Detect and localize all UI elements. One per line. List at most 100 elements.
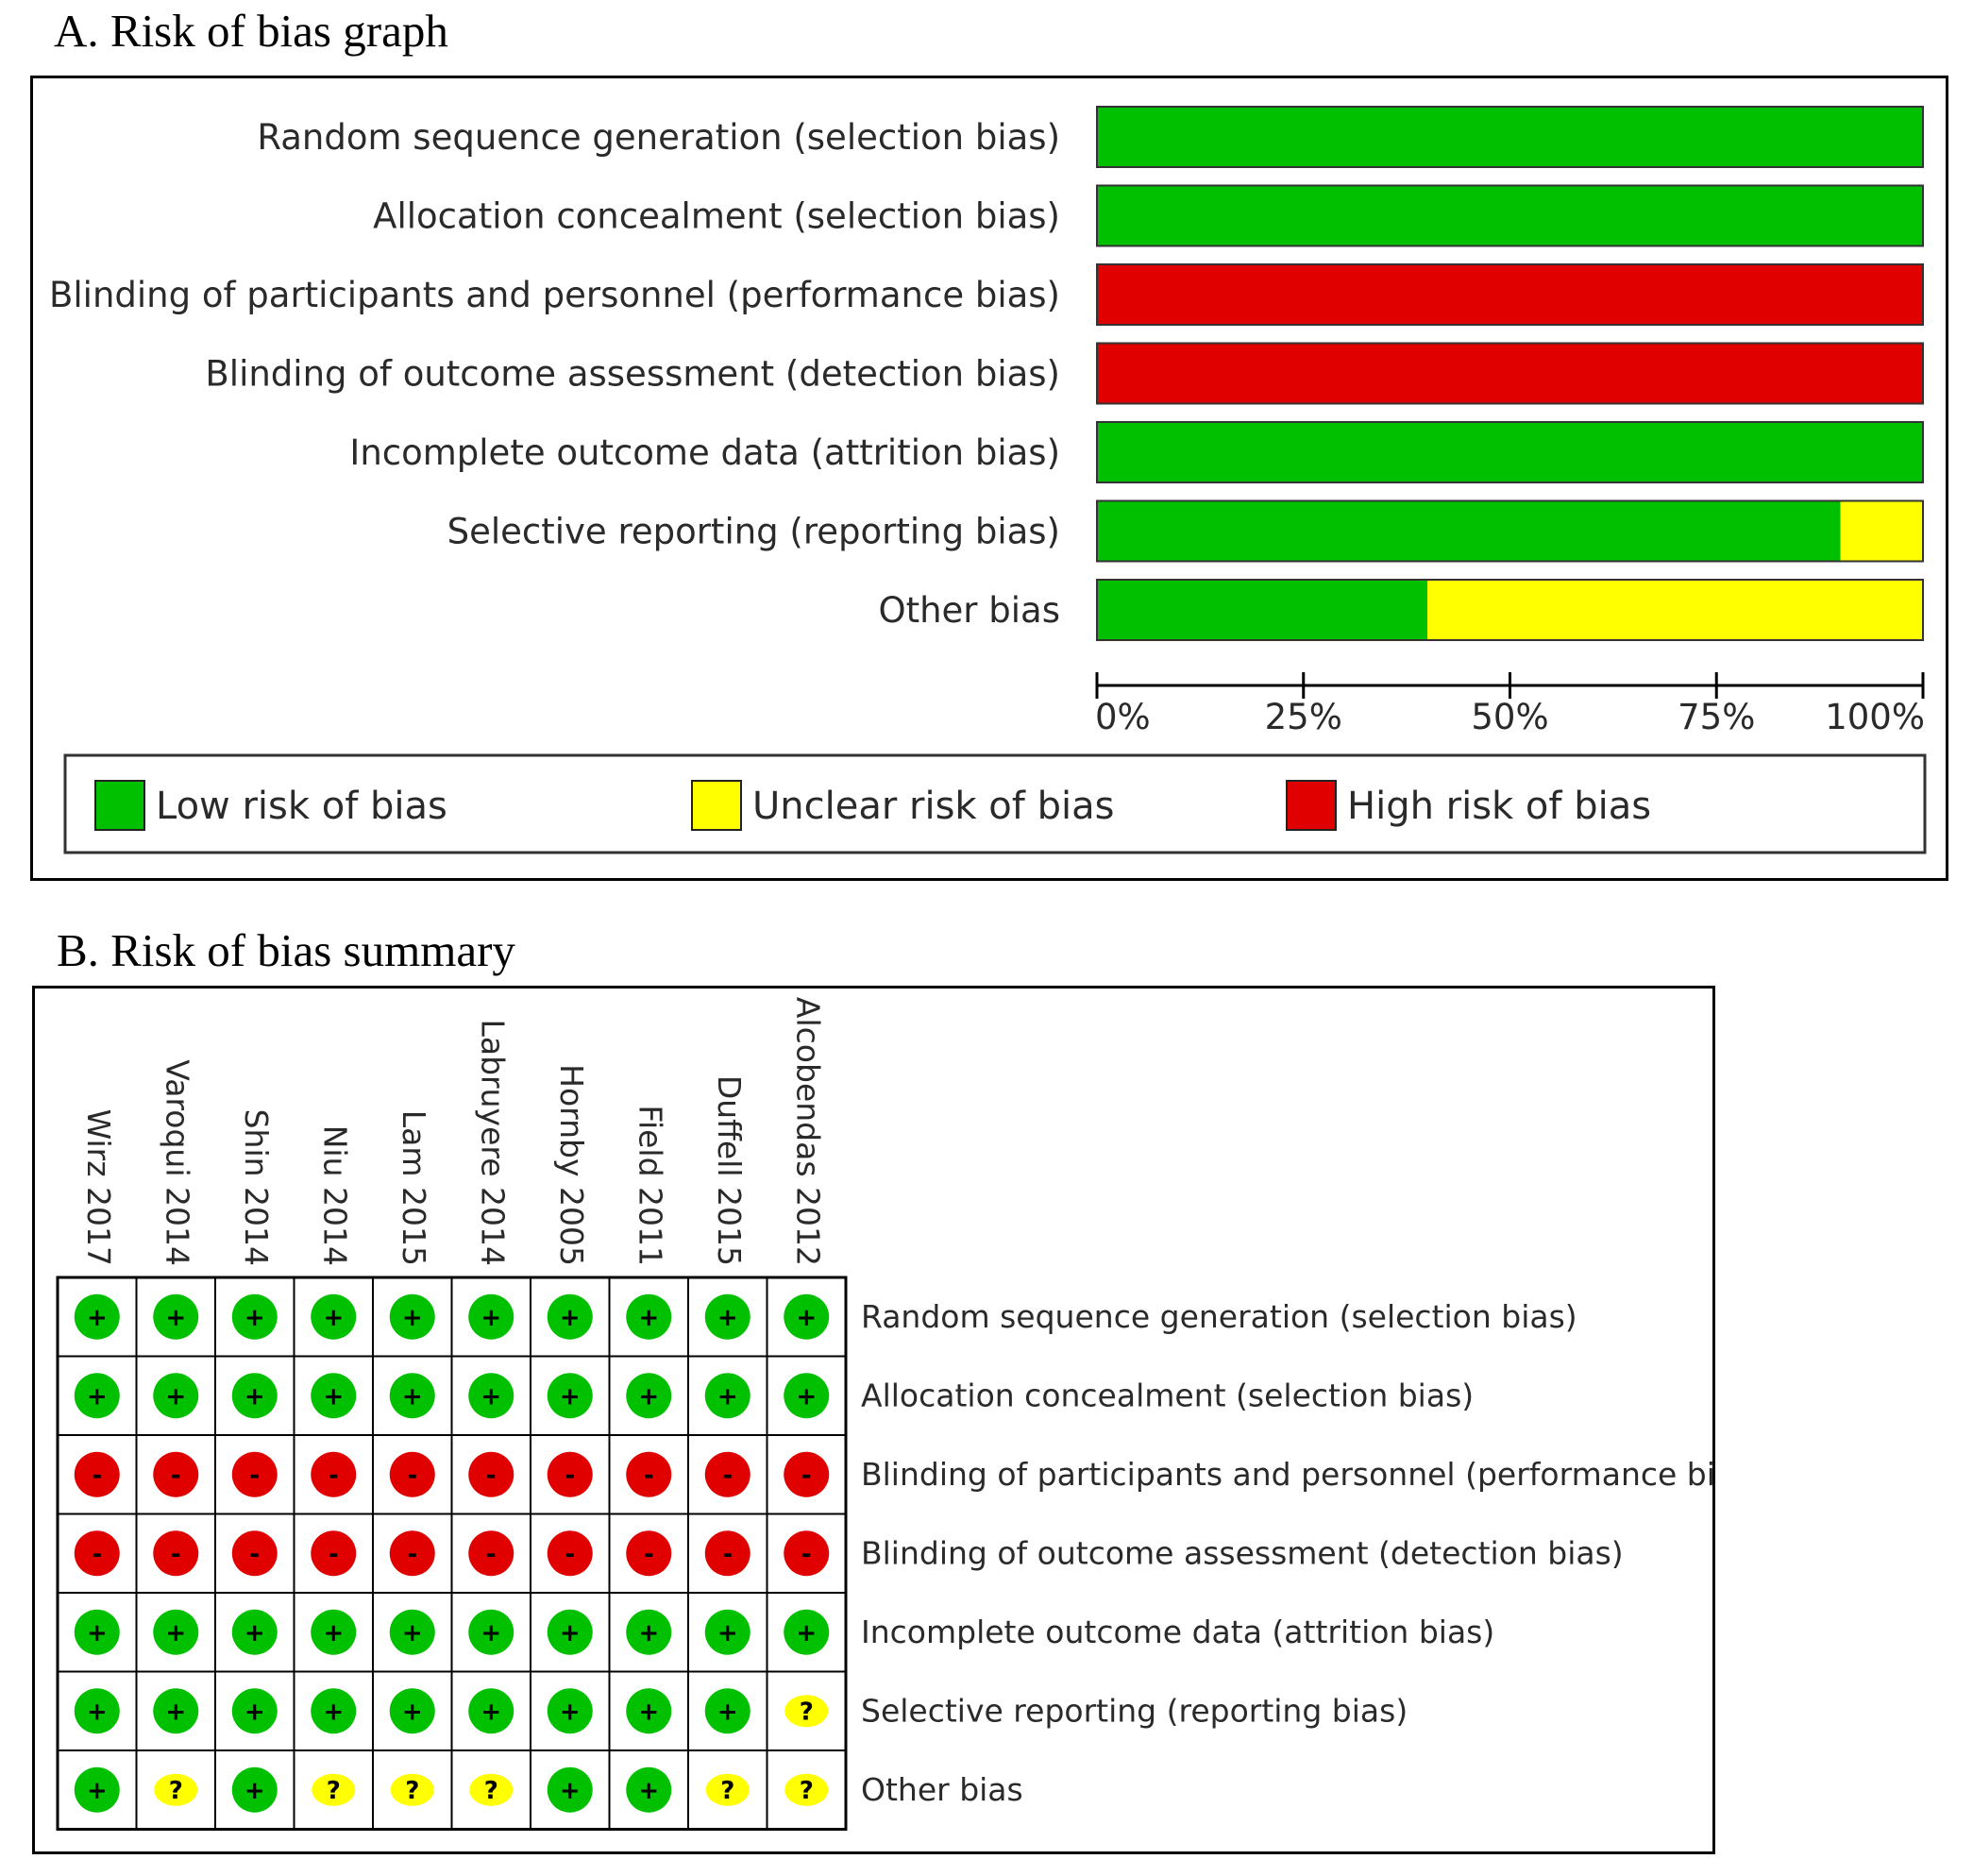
judgement-symbol: + — [560, 1382, 581, 1411]
judgement-symbol: - — [171, 1462, 181, 1490]
judgement-high-r3-c1: - — [74, 1451, 120, 1497]
judgement-unclear-r7-c9: ? — [705, 1773, 750, 1806]
judgement-mark — [153, 1530, 199, 1577]
judgement-mark — [153, 1373, 199, 1419]
panel-a-title: A. Risk of bias graph — [54, 5, 448, 57]
judgement-mark — [311, 1451, 357, 1497]
judgement-symbol: + — [481, 1382, 501, 1411]
judgement-mark — [704, 1688, 750, 1734]
judgement-mark — [389, 1373, 435, 1419]
judgement-mark — [311, 1530, 357, 1577]
legend-swatch-low-risk-of-bias — [94, 780, 145, 831]
judgement-mark — [311, 1373, 357, 1419]
panel-b-title: B. Risk of bias summary — [57, 924, 515, 976]
judgement-symbol: + — [323, 1304, 344, 1332]
judgement-symbol: + — [245, 1382, 265, 1411]
judgement-low-r5-c9: + — [704, 1609, 750, 1655]
judgement-symbol: + — [245, 1698, 265, 1726]
judgement-high-r3-c6: - — [468, 1451, 514, 1497]
judgement-low-r2-c9: + — [704, 1373, 750, 1419]
legend-box — [63, 753, 1927, 854]
judgement-low-r7-c8: + — [626, 1766, 672, 1813]
judgement-symbol: + — [560, 1777, 581, 1805]
legend-swatch-unclear-risk-of-bias — [691, 780, 742, 831]
judgement-symbol: + — [796, 1304, 817, 1332]
bar-outline-4 — [1096, 342, 1924, 405]
judgement-symbol: + — [796, 1619, 817, 1648]
judgement-low-r1-c9: + — [704, 1293, 750, 1340]
judgement-symbol: - — [407, 1540, 417, 1568]
judgement-mark — [704, 1451, 750, 1497]
judgement-mark — [153, 1609, 199, 1655]
judgement-low-r5-c1: + — [74, 1609, 120, 1655]
bar-low-risk-of-bias-5 — [1097, 422, 1923, 482]
judgement-symbol: + — [717, 1382, 738, 1411]
study-label-niu-2014: Niu 2014 — [316, 1125, 353, 1266]
judgement-symbol: + — [165, 1619, 186, 1648]
judgement-symbol: - — [171, 1540, 181, 1568]
judgement-unclear-r7-c5: ? — [390, 1773, 434, 1806]
judgement-low-r5-c3: + — [231, 1609, 278, 1655]
judgement-mark — [784, 1451, 830, 1497]
judgement-low-r5-c10: + — [784, 1609, 830, 1655]
bar-unclear-risk-of-bias-7 — [1427, 580, 1923, 640]
domain-label-selective-reporting-reporting-bias: Selective reporting (reporting bias) — [861, 1692, 1408, 1729]
judgement-mark — [784, 1530, 830, 1577]
judgement-symbol: + — [638, 1777, 659, 1805]
judgement-low-r6-c4: + — [311, 1688, 357, 1734]
bar-high-risk-of-bias-4 — [1097, 343, 1923, 404]
judgement-high-r4-c6: - — [468, 1530, 514, 1577]
judgement-mark — [389, 1451, 435, 1497]
judgement-unclear-r7-c4: ? — [312, 1773, 356, 1806]
judgement-high-r3-c3: - — [231, 1451, 278, 1497]
judgement-mark — [231, 1609, 278, 1655]
judgement-mark — [469, 1773, 514, 1806]
judgement-mark — [231, 1530, 278, 1577]
judgement-low-r5-c7: + — [547, 1609, 593, 1655]
judgement-mark — [626, 1293, 672, 1340]
study-label-alcobendas-2012: Alcobendas 2012 — [789, 997, 826, 1266]
judgement-symbol: + — [87, 1304, 108, 1332]
judgement-symbol: - — [407, 1462, 417, 1490]
judgement-mark — [547, 1530, 593, 1577]
judgement-mark — [547, 1688, 593, 1734]
judgement-symbol: + — [323, 1698, 344, 1726]
judgement-low-r1-c8: + — [626, 1293, 672, 1340]
judgement-symbol: ? — [800, 1698, 814, 1726]
judgement-symbol: + — [245, 1619, 265, 1648]
judgement-mark — [468, 1609, 514, 1655]
judgement-symbol: ? — [484, 1777, 498, 1805]
judgement-high-r3-c4: - — [311, 1451, 357, 1497]
judgement-mark — [468, 1530, 514, 1577]
study-label-hornby-2005: Hornby 2005 — [553, 1064, 590, 1266]
judgement-mark — [311, 1609, 357, 1655]
judgement-low-r1-c1: + — [74, 1293, 120, 1340]
judgement-mark — [626, 1766, 672, 1813]
judgement-low-r1-c6: + — [468, 1293, 514, 1340]
judgement-mark — [784, 1373, 830, 1419]
judgement-mark — [74, 1530, 120, 1577]
judgement-mark — [705, 1773, 750, 1806]
judgement-mark — [626, 1530, 672, 1577]
judgement-mark — [231, 1293, 278, 1340]
bar-high-risk-of-bias-3 — [1097, 264, 1923, 325]
judgement-symbol: - — [329, 1540, 339, 1568]
judgement-mark — [231, 1373, 278, 1419]
judgement-symbol: ? — [327, 1777, 341, 1805]
judgement-mark — [468, 1373, 514, 1419]
category-label-selective-reporting-reporting-bias: Selective reporting (reporting bias) — [447, 512, 1060, 552]
judgement-mark — [784, 1773, 829, 1806]
judgement-high-r3-c7: - — [547, 1451, 593, 1497]
judgement-high-r4-c8: - — [626, 1530, 672, 1577]
judgement-symbol: + — [87, 1619, 108, 1648]
judgement-mark — [389, 1293, 435, 1340]
judgement-symbol: ? — [720, 1777, 734, 1805]
bar-low-risk-of-bias-2 — [1097, 185, 1923, 246]
judgement-low-r1-c7: + — [547, 1293, 593, 1340]
judgement-mark — [704, 1609, 750, 1655]
judgement-mark — [231, 1766, 278, 1813]
bar-outline-5 — [1096, 421, 1924, 483]
x-tick-label-1: 25% — [1265, 697, 1342, 737]
judgement-symbol: - — [801, 1462, 812, 1490]
judgement-low-r2-c7: + — [547, 1373, 593, 1419]
